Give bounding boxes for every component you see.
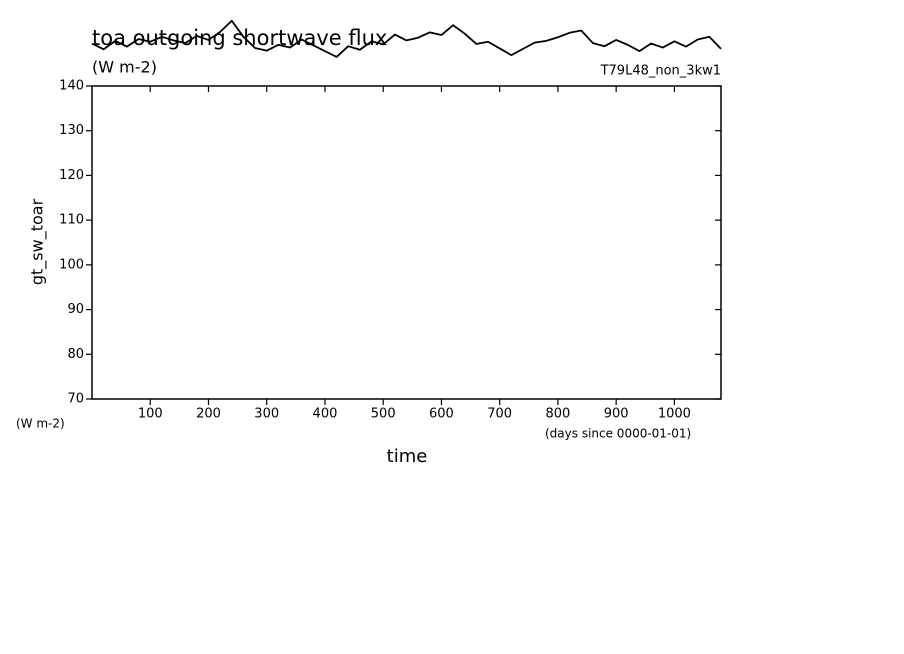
x-tick-label: 700 (487, 407, 512, 422)
y-axis-label: gt_sw_toar (28, 198, 48, 285)
x-tick-label: 100 (138, 407, 163, 422)
x-tick-label: 500 (371, 407, 396, 422)
x-axis-label: time (387, 446, 428, 467)
y-tick-label: 140 (59, 79, 84, 94)
x-tick-label: 1000 (658, 407, 691, 422)
x-tick-label: 200 (196, 407, 221, 422)
y-tick-label: 110 (59, 213, 84, 228)
y-tick-label: 130 (59, 123, 84, 138)
y-tick-label: 90 (67, 302, 84, 317)
x-tick-label: 800 (546, 407, 571, 422)
y-tick-label: 70 (67, 392, 84, 407)
y-tick-label: 80 (67, 347, 84, 362)
x-units: (days since 0000-01-01) (545, 427, 691, 441)
x-tick-label: 600 (429, 407, 454, 422)
x-tick-label: 400 (313, 407, 338, 422)
y-units: (W m-2) (16, 417, 65, 431)
run-label: T79L48_non_3kw1 (600, 64, 721, 79)
x-tick-label: 900 (604, 407, 629, 422)
chart-subtitle: (W m-2) (92, 58, 157, 77)
y-tick-label: 100 (59, 257, 84, 272)
y-tick-label: 120 (59, 168, 84, 183)
chart-title: toa outgoing shortwave flux (92, 26, 387, 50)
x-tick-label: 300 (254, 407, 279, 422)
series-line (91, 19, 722, 58)
plot-frame (91, 85, 722, 400)
